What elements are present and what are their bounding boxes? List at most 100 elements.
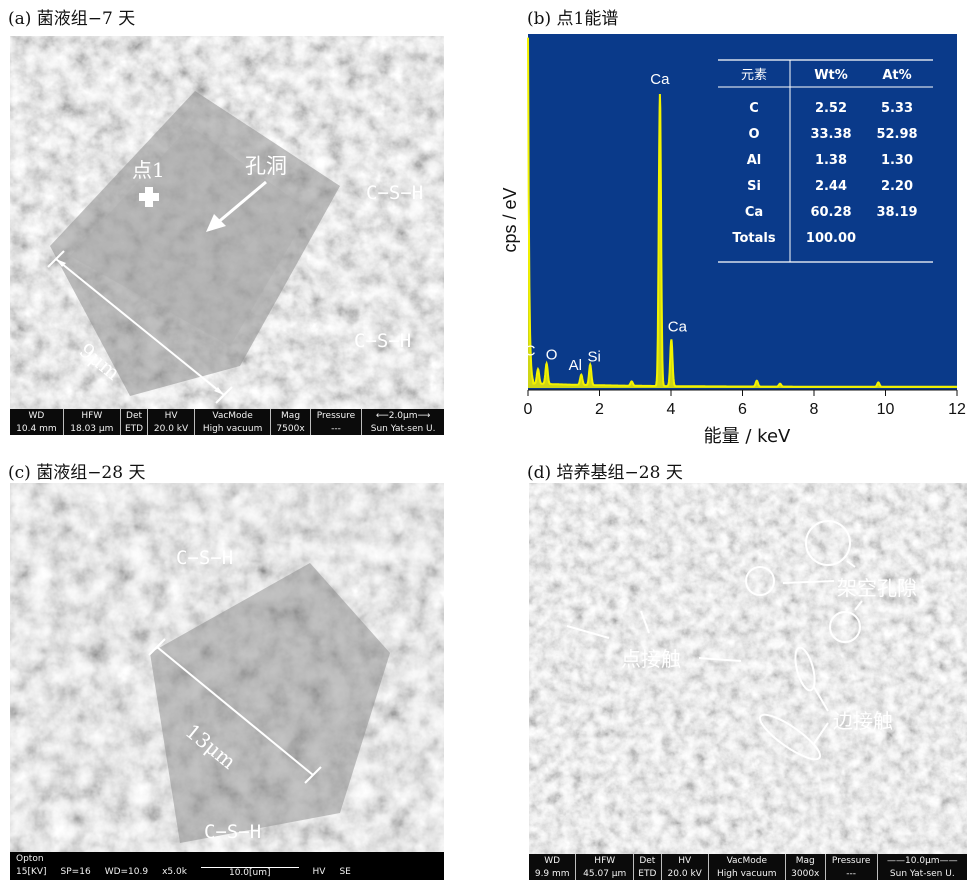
x-tick-label-3: 6	[738, 401, 747, 418]
info-d-header-2: Det	[633, 854, 662, 867]
info-d-header-4: VacMode	[708, 854, 786, 867]
edge-contact-label: 边接触	[833, 709, 893, 733]
info-d-value-5: 3000x	[785, 867, 826, 880]
caption-b: (b) 点1能谱	[527, 9, 619, 29]
info-a-value-7: Sun Yat-sen U.	[370, 423, 436, 434]
peak-label-1: O	[546, 347, 558, 364]
pore-arrow-icon	[206, 180, 267, 232]
info-d-header-6: Pressure	[825, 854, 878, 867]
peak-label-5: Ca	[668, 318, 688, 335]
info-d-header-1: HFW	[575, 854, 635, 867]
info-table-d: WD HFW Det HV VacMode Mag Pressure ——10.0μm—— 9…	[529, 854, 967, 880]
point-contact-label: 点接触	[621, 647, 681, 671]
sem-panel-d: 架空孔隙 点接触 边接触 WD HFW Det HV VacMode Mag Pressur…	[529, 483, 967, 880]
x-tick-label-5: 10	[877, 401, 895, 418]
info-a-value-0: 10.4 mm	[10, 422, 64, 435]
x-axis-ticks: 0 2 4 6 8 10 12	[524, 390, 966, 418]
sem-info-bar-c: Opton 15[KV] SP=16 WD=10.9 x5.0k 10.0[um] HV S…	[10, 852, 444, 880]
info-a-value-2: ETD	[120, 422, 149, 435]
info-d-header-7: ——10.0μm——	[887, 855, 958, 866]
x-tick-label-6: 12	[948, 401, 966, 418]
info-d-value-6: ---	[825, 867, 878, 880]
comp-cell-5-0: Totals	[732, 231, 776, 246]
info-d-header-0: WD	[529, 854, 577, 867]
info-d-value-3: 20.0 kV	[661, 867, 709, 880]
info-a-header-2: Det	[120, 409, 149, 422]
pore-circle-1	[805, 520, 851, 566]
info-a-value-5: 7500x	[270, 422, 311, 435]
pore-label: 孔洞	[245, 154, 287, 178]
comp-cell-0-1: 2.52	[815, 101, 847, 116]
info-c-item-6: SE	[339, 867, 351, 877]
comp-cell-1-1: 33.38	[810, 127, 851, 142]
comp-header-0: 元素	[741, 68, 767, 83]
csh-label-2: C−S−H	[354, 330, 412, 352]
info-d-value-4: High vacuum	[708, 867, 786, 880]
comp-cell-2-1: 1.38	[815, 153, 847, 168]
csh-label-c2: C−S−H	[204, 821, 262, 843]
scale-line-c	[148, 638, 322, 784]
pore-label-d: 架空孔隙	[837, 576, 917, 600]
point-1-marker-icon	[139, 187, 159, 207]
info-a-header-6: Pressure	[310, 409, 363, 422]
comp-cell-3-0: Si	[747, 179, 761, 194]
info-a-header-4: VacMode	[194, 409, 272, 422]
comp-cell-4-0: Ca	[745, 205, 763, 220]
info-a-value-1: 18.03 μm	[63, 422, 121, 435]
info-c-item-4: 10.0[um]	[200, 867, 299, 878]
composition-table: 元素 Wt% At% C 2.52 5.33 O 33.38 52.98 Al 1.38 1.30 Si…	[718, 59, 933, 263]
caption-c: (c) 菌液组−28 天	[8, 463, 146, 483]
comp-cell-0-0: C	[749, 101, 759, 116]
info-c-item-2: WD=10.9	[104, 867, 149, 877]
info-d-header-3: HV	[661, 854, 709, 867]
caption-a: (a) 菌液组−7 天	[8, 9, 136, 29]
comp-cell-3-2: 2.20	[881, 179, 913, 194]
x-tick-label-4: 8	[810, 401, 819, 418]
info-a-header-3: HV	[147, 409, 195, 422]
info-a-header-0: WD	[10, 409, 64, 422]
info-a-header-1: HFW	[63, 409, 121, 422]
info-c-item-0: 15[KV]	[16, 867, 47, 877]
csh-label-1: C−S−H	[366, 182, 424, 204]
pore-circle-3	[829, 611, 861, 643]
sem-panel-c: C−S−H C−S−H 13μm Opton 15[KV] SP=16 WD=10.…	[10, 483, 444, 880]
plot-area	[528, 34, 957, 390]
comp-cell-0-2: 5.33	[881, 101, 913, 116]
sem-info-bar-a: WD HFW Det HV VacMode Mag Pressure ⟵2.0μm⟶ 10.4…	[10, 409, 444, 435]
sem-image-c	[10, 483, 444, 880]
comp-cell-4-2: 38.19	[876, 205, 917, 220]
info-d-value-0: 9.9 mm	[529, 867, 577, 880]
comp-header-1: Wt%	[814, 68, 848, 83]
pore-circle-2	[745, 566, 775, 596]
info-items-c: 15[KV] SP=16 WD=10.9 x5.0k 10.0[um] HV SE	[16, 867, 434, 878]
info-d-header-5: Mag	[785, 854, 826, 867]
sem-panel-a: 点1 孔洞 C−S−H C−S−H 9μm WD HFW Det HV VacMode M…	[10, 36, 444, 435]
x-tick-label-1: 2	[595, 401, 604, 418]
info-c-item-1: SP=16	[60, 867, 91, 877]
info-d-value-1: 45.07 μm	[575, 867, 635, 880]
sem-image-a	[10, 36, 444, 435]
peak-labels: C O Al Si Ca Ca	[525, 71, 688, 374]
x-axis-label: 能量 / keV	[704, 426, 791, 447]
point-1-label: 点1	[132, 158, 165, 182]
caption-d: (d) 培养基组−28 天	[527, 463, 683, 483]
brand-opton: Opton	[16, 854, 44, 864]
peak-label-4: Ca	[650, 71, 670, 88]
comp-cell-3-1: 2.44	[815, 179, 847, 194]
info-d-value-2: ETD	[633, 867, 662, 880]
info-a-value-3: 20.0 kV	[147, 422, 195, 435]
info-table-a: WD HFW Det HV VacMode Mag Pressure ⟵2.0μm⟶ 10.4…	[10, 409, 444, 435]
x-tick-label-2: 4	[667, 401, 676, 418]
info-a-header-7: ⟵2.0μm⟶	[375, 410, 431, 421]
comp-cell-5-1: 100.00	[806, 231, 856, 246]
csh-label-c1: C−S−H	[176, 547, 234, 569]
comp-header-2: At%	[882, 68, 911, 83]
peak-label-3: Si	[588, 349, 601, 366]
comp-cell-4-1: 60.28	[810, 205, 851, 220]
x-tick-label-0: 0	[524, 401, 533, 418]
sem-image-d	[529, 483, 967, 880]
info-a-value-6: ---	[310, 422, 363, 435]
info-c-item-3: x5.0k	[162, 867, 187, 877]
info-c-item-5: HV	[312, 867, 326, 877]
